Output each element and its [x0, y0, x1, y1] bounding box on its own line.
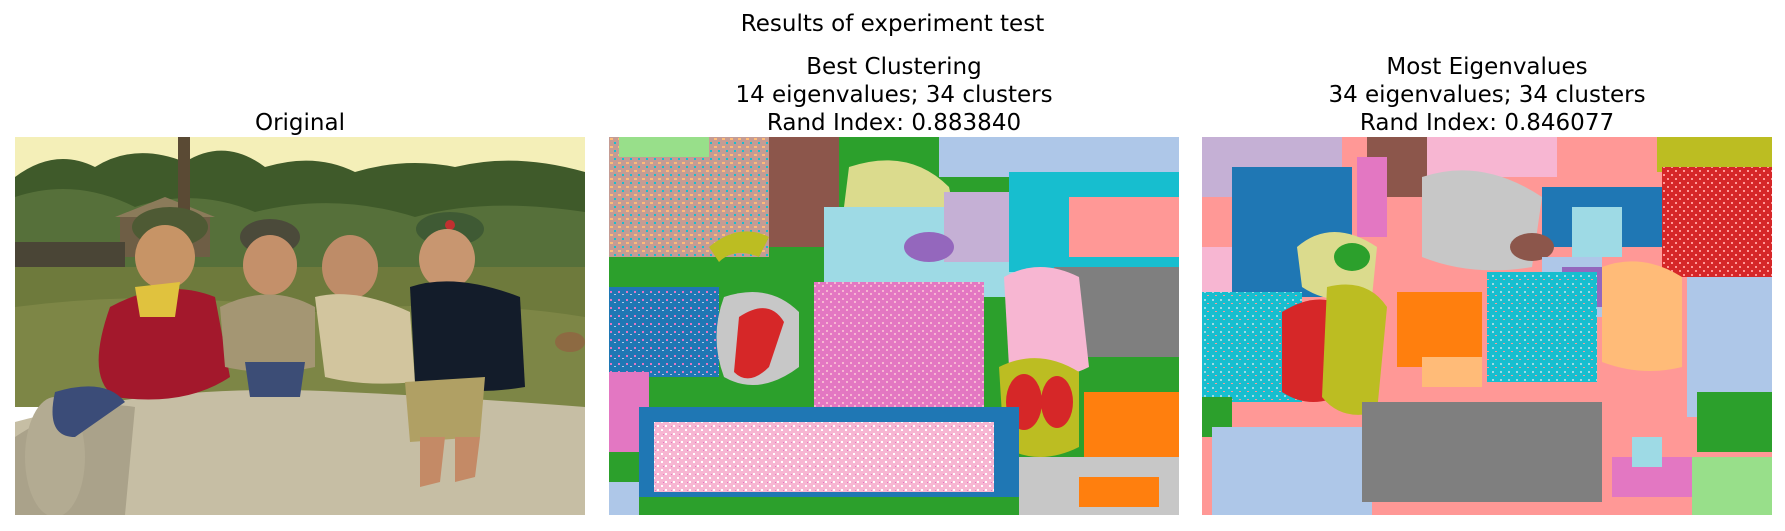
- panel-best-clustering: Best Clustering 14 eigenvalues; 34 clust…: [609, 0, 1179, 531]
- panel-original: Original: [15, 0, 585, 531]
- panel-title-line: Rand Index: 0.883840: [766, 110, 1022, 136]
- figure-suptitle: Results of experiment test: [740, 11, 1045, 37]
- panel-title: Original: [15, 109, 585, 137]
- panel-title-line: Original: [254, 110, 345, 136]
- panel-title-line: 34 eigenvalues; 34 clusters: [1328, 82, 1646, 108]
- segmentation-best: [609, 137, 1179, 515]
- panel-title-line: Most Eigenvalues: [1386, 54, 1588, 80]
- panel-title: Most Eigenvalues 34 eigenvalues; 34 clus…: [1202, 53, 1772, 137]
- panel-title-line: 14 eigenvalues; 34 clusters: [735, 82, 1053, 108]
- segmentation-most: [1202, 137, 1772, 515]
- panel-most-eigenvalues: Most Eigenvalues 34 eigenvalues; 34 clus…: [1202, 0, 1772, 531]
- panel-title-line: Best Clustering: [806, 54, 982, 80]
- original-image: [15, 137, 585, 515]
- panel-title-line: Rand Index: 0.846077: [1359, 110, 1615, 136]
- panel-title: Best Clustering 14 eigenvalues; 34 clust…: [609, 53, 1179, 137]
